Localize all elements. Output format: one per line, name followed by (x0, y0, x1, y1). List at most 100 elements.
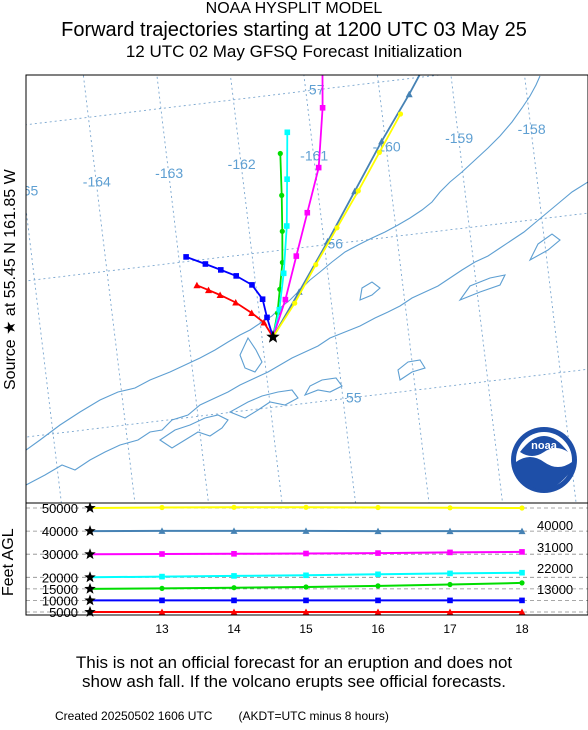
height-point (231, 504, 237, 510)
trajectory-point (193, 281, 201, 289)
trajectory-point (378, 137, 386, 145)
y-left-label: 40000 (42, 524, 78, 539)
height-point (159, 597, 165, 604)
height-point (231, 551, 237, 557)
meridian-line (524, 75, 577, 503)
trajectory-point (315, 164, 322, 171)
height-point (159, 504, 165, 511)
trajectory-point (282, 296, 289, 303)
trajectory-point (397, 111, 404, 117)
trajectory-point (260, 319, 268, 326)
height-point (231, 585, 237, 591)
height-point (231, 597, 237, 604)
height-point (159, 551, 165, 557)
trajectory-point (276, 306, 283, 313)
height-point (446, 608, 454, 615)
parallel-line (26, 368, 588, 438)
parallel-line (26, 212, 588, 282)
title-line-1: NOAA HYSPLIT MODEL (205, 0, 383, 17)
trajectory-point (319, 105, 326, 111)
trajectory-point (284, 223, 290, 229)
height-point (303, 504, 309, 510)
y-right-label: 13000 (537, 582, 573, 597)
x-tick-label: 13 (155, 622, 169, 636)
height-point (375, 504, 381, 511)
trajectory-point (292, 300, 298, 306)
start-star-icon (84, 548, 96, 560)
noaa-logo: noaa (511, 427, 577, 493)
x-tick-label: 16 (371, 622, 385, 636)
trajectory-point (320, 43, 326, 49)
trajectory-point (248, 309, 256, 316)
x-tick-label: 18 (515, 622, 529, 636)
trajectory-point (280, 270, 287, 277)
disclaimer-line-2: show ash fall. If the volcano erupts see… (82, 672, 506, 691)
footer: Created 20250502 1606 UTC (AKDT=UTC minus… (55, 709, 389, 723)
x-tick-label: 15 (299, 622, 313, 636)
height-point (375, 571, 381, 578)
trajectory-point (304, 209, 311, 216)
height-point (518, 527, 526, 535)
longitude-label: -161 (300, 147, 328, 163)
created-timestamp: Created 20250502 1606 UTC (55, 709, 213, 723)
timezone-note: (AKDT=UTC minus 8 hours) (238, 709, 389, 723)
trajectory-lines (183, 41, 440, 343)
start-star-icon (84, 606, 96, 617)
height-point (374, 527, 382, 535)
title-line-2: Forward trajectories starting at 1200 UT… (61, 19, 527, 41)
longitude-label: -164 (83, 174, 111, 190)
trajectory-point (313, 262, 319, 268)
disclaimer: This is not an official forecast for an … (0, 653, 588, 691)
trajectory-point (183, 254, 189, 260)
height-point (519, 549, 525, 555)
height-point (302, 527, 310, 534)
trajectory-line (272, 132, 289, 338)
y-left-label: 50000 (42, 501, 78, 516)
height-point (375, 597, 381, 604)
trajectory-point (279, 228, 285, 234)
trajectory-point (277, 150, 283, 157)
trajectory-point (405, 90, 413, 98)
coastline (26, 75, 588, 486)
trajectory-point (279, 192, 285, 198)
trajectory-point (264, 314, 270, 321)
y-right-label: 22000 (537, 561, 573, 576)
source-star-icon (266, 330, 280, 343)
height-point (158, 608, 166, 615)
trajectory-point (259, 296, 266, 302)
x-tick-label: 14 (227, 622, 241, 636)
start-star-icon (84, 502, 96, 513)
trajectory-point (284, 176, 290, 182)
start-star-icon (84, 525, 96, 536)
height-panel: 13 14 15 16 17 18 50000 40000 30000 2000015000100… (26, 501, 588, 636)
longitude-label: -163 (155, 165, 183, 181)
longitude-label: -165 (10, 182, 38, 198)
y-left-label: 15000 (42, 582, 78, 597)
trajectory-point (355, 188, 361, 194)
trajectory-point (218, 267, 224, 273)
latitude-label: 57 (309, 82, 325, 98)
start-star-icon (84, 571, 96, 583)
height-point (303, 572, 309, 579)
height-point (447, 581, 453, 588)
trajectory-point (233, 273, 239, 279)
title-line-3: 12 UTC 02 May GFSQ Forecast Initializati… (125, 42, 463, 61)
y-right-label: 40000 (537, 518, 573, 533)
meridian-line (26, 205, 62, 503)
height-point (303, 584, 309, 590)
height-panel-border (25, 502, 588, 616)
trajectory-point (376, 149, 382, 155)
height-point (302, 608, 310, 615)
trajectory-point (433, 41, 440, 48)
height-point (303, 550, 309, 557)
height-point (447, 570, 453, 577)
height-point (447, 597, 453, 604)
y-left-label: 30000 (42, 547, 78, 562)
meridian-line (376, 75, 430, 503)
meridian-line (229, 75, 283, 503)
meridian-line (577, 0, 588, 518)
y-left-label: 20000 (42, 570, 78, 585)
longitude-label: -158 (518, 121, 546, 137)
height-point (519, 580, 525, 586)
